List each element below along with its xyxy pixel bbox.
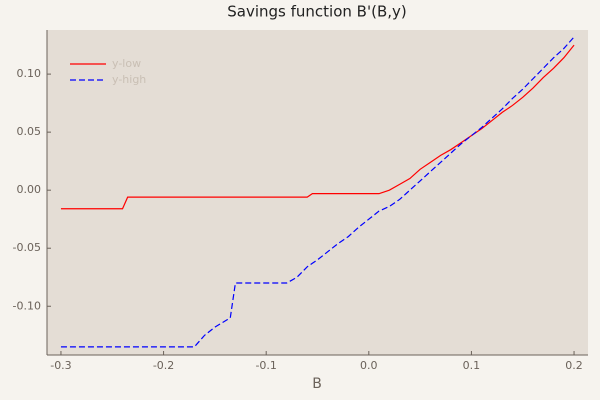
x-tick-label: -0.2 [153, 359, 174, 372]
line-series [60, 44, 575, 210]
x-tick-label: 0.0 [360, 359, 378, 372]
y-tick-label: -0.05 [13, 241, 41, 254]
x-tick-label: -0.1 [255, 359, 276, 372]
plot-area [47, 30, 588, 355]
x-tick-label: -0.3 [50, 359, 71, 372]
y-tick-label: 0.10 [17, 67, 42, 80]
x-tick-label: 0.1 [463, 359, 481, 372]
y-tick-label: 0.05 [17, 125, 42, 138]
x-axis-label: B [312, 376, 322, 392]
x-tick-label: 0.2 [565, 359, 583, 372]
chart-title: Savings function B'(B,y) [227, 3, 406, 21]
y-tick-label: 0.00 [17, 183, 42, 196]
legend-label: y-high [112, 73, 146, 86]
legend-label: y-low [112, 57, 141, 70]
line-series [60, 36, 575, 348]
y-tick-label: -0.10 [13, 299, 41, 312]
